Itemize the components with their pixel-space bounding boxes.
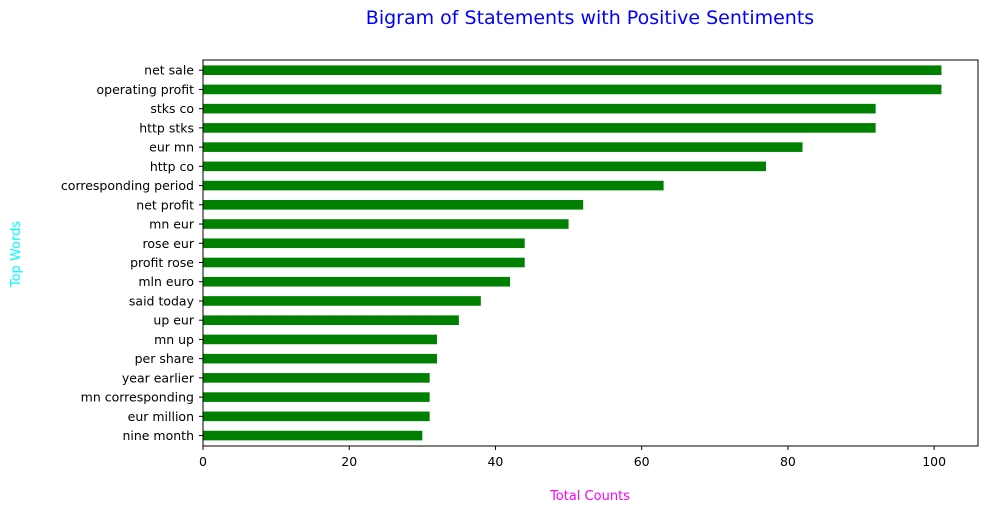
x-tick-label: 40: [487, 454, 503, 469]
category-label: rose eur: [143, 236, 195, 251]
category-label: eur mn: [149, 140, 194, 155]
chart-title: Bigram of Statements with Positive Senti…: [365, 7, 815, 29]
bar-profit-rose: [203, 257, 525, 268]
bar-mln-euro: [203, 276, 511, 287]
category-label: per share: [135, 351, 195, 366]
category-label: operating profit: [97, 82, 195, 97]
category-label: up eur: [153, 313, 194, 328]
bar-stks-co: [203, 103, 876, 114]
bar-mn-corresponding: [203, 392, 430, 402]
category-labels: net sale operating profit stks co http stks…: [61, 63, 203, 443]
bar-net-profit: [203, 200, 584, 210]
category-label: eur million: [128, 409, 194, 424]
x-tick-label: 20: [341, 454, 357, 469]
bar-nine-month: [203, 430, 423, 441]
category-label: net sale: [144, 63, 194, 78]
category-label: mn up: [154, 332, 194, 347]
category-label: profit rose: [130, 255, 194, 270]
y-axis-label: Top Words: [9, 221, 24, 288]
category-label: net profit: [136, 197, 194, 212]
bars-group: [203, 65, 942, 441]
bar-rose-eur: [203, 238, 525, 249]
bar-net-sale: [203, 65, 942, 75]
x-tick-label: 0: [199, 454, 207, 469]
bar-per-share: [203, 353, 437, 364]
category-label: corresponding period: [61, 178, 194, 193]
category-label: mn eur: [149, 217, 195, 232]
x-tick-label: 80: [780, 454, 796, 469]
category-label: http co: [150, 159, 194, 174]
category-label: said today: [129, 293, 195, 308]
bar-operating-profit: [203, 84, 942, 95]
bar-eur-mn: [203, 142, 803, 152]
x-axis-label: Total Counts: [549, 489, 630, 504]
category-label: mn corresponding: [81, 390, 194, 405]
x-tick-label: 60: [634, 454, 650, 469]
bar-year-earlier: [203, 373, 430, 383]
category-label: year earlier: [122, 370, 195, 385]
category-label: mln euro: [138, 274, 194, 289]
bar-up-eur: [203, 315, 459, 325]
category-label: stks co: [150, 101, 194, 116]
bar-said-today: [203, 296, 481, 306]
bar-mn-eur: [203, 219, 569, 229]
x-ticks: 0 20 40 60 80 100: [199, 446, 946, 469]
bar-mn-up: [203, 334, 437, 345]
bar-eur-million: [203, 411, 430, 422]
category-label: http stks: [139, 120, 194, 135]
bar-http-co: [203, 161, 766, 172]
category-label: nine month: [122, 428, 194, 443]
bar-corresponding-period: [203, 180, 664, 191]
plot-frame: [202, 59, 979, 447]
x-tick-label: 100: [922, 454, 946, 469]
bar-http-stks: [203, 123, 876, 133]
